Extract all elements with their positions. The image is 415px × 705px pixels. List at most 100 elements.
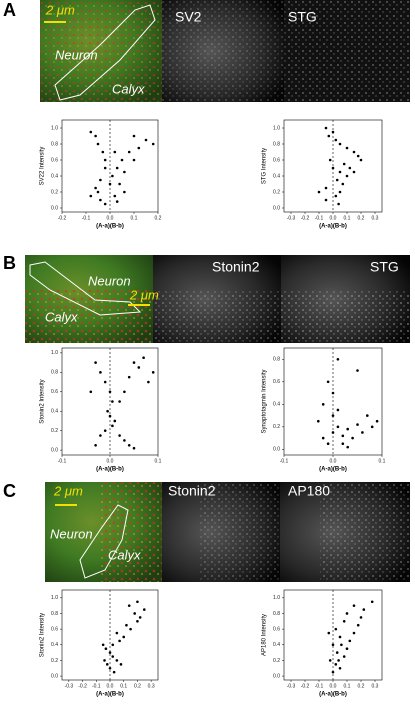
x-tick-label: -0.2: [58, 215, 67, 221]
y-tick-label: 0.2: [51, 658, 58, 664]
point: [356, 154, 360, 158]
y-tick-label: 1.0: [51, 595, 58, 601]
y-tick-label: 0.2: [273, 424, 280, 430]
point: [331, 391, 335, 395]
scale-label: 2 μm: [129, 287, 159, 302]
point: [361, 431, 364, 434]
y-axis-label: Stonin2 Intensity: [40, 613, 46, 657]
x-tick-label: 0.1: [155, 458, 162, 464]
x-tick-label: 0.0: [330, 458, 337, 464]
x-tick-label: -0.1: [58, 458, 67, 464]
x-tick-label: -0.1: [280, 458, 289, 464]
y-tick-label: 0.6: [51, 157, 58, 163]
point: [338, 190, 342, 194]
point: [375, 419, 379, 423]
y-tick-label: 0.8: [51, 141, 58, 147]
point: [103, 429, 107, 432]
y-tick-label: 1.0: [51, 350, 58, 356]
x-tick-label: -0.2: [78, 683, 87, 689]
point: [94, 361, 97, 364]
calyx-outline: [79, 504, 129, 579]
y-tick-label: 0.4: [273, 642, 280, 648]
point: [331, 166, 335, 170]
scale-label: 2 μm: [53, 483, 83, 498]
point: [331, 130, 335, 134]
x-tick-label: 0.0: [107, 458, 114, 464]
x-tick-label: -0.3: [65, 683, 74, 689]
point: [348, 166, 352, 170]
point: [331, 414, 335, 417]
point: [336, 425, 340, 429]
point: [123, 170, 126, 174]
scale-label: 2 μm: [45, 2, 75, 17]
point: [345, 146, 349, 150]
point: [151, 142, 155, 146]
point: [108, 390, 112, 394]
y-tick-label: 1.0: [273, 125, 280, 131]
y-tick-label: 0.6: [273, 379, 280, 385]
point: [147, 380, 150, 384]
x-tick-label: 0.1: [120, 683, 127, 689]
point: [96, 142, 100, 146]
point: [341, 182, 345, 186]
point: [348, 639, 352, 643]
x-tick-label: -0.1: [315, 215, 324, 221]
point: [328, 158, 332, 162]
point: [337, 659, 340, 662]
channel-label: SV2: [175, 9, 202, 25]
panel-letter: C: [3, 481, 16, 501]
point: [342, 620, 346, 623]
channel-label: AP180: [288, 483, 330, 499]
calyx-label: Calyx: [108, 547, 141, 562]
point: [89, 130, 93, 134]
point: [345, 647, 349, 650]
point: [118, 182, 121, 186]
merge-speckle: [100, 482, 162, 582]
x-tick-label: 0.2: [155, 215, 162, 221]
x-tick-label: 0.3: [372, 683, 379, 689]
point: [331, 643, 335, 647]
y-tick-label: 1.0: [273, 595, 280, 601]
channel-speckle: [153, 290, 281, 343]
point: [142, 608, 146, 611]
point: [103, 166, 107, 170]
point: [352, 604, 356, 607]
point: [317, 419, 320, 423]
x-tick-label: -0.1: [315, 683, 324, 689]
point: [122, 635, 126, 639]
point: [138, 616, 142, 619]
point: [324, 186, 328, 190]
point: [103, 202, 107, 206]
point: [132, 158, 136, 162]
point: [118, 400, 121, 403]
y-tick-label: 0.4: [273, 173, 280, 179]
point: [326, 442, 330, 446]
point: [111, 174, 114, 178]
neuron-label: Neuron: [88, 273, 131, 288]
x-axis-label: (A-a)(B-b): [96, 224, 124, 230]
point: [94, 186, 97, 190]
y-tick-label: 0.2: [51, 428, 58, 434]
point: [341, 442, 345, 446]
x-axis-label: (A-a)(B-b): [319, 224, 347, 230]
point: [123, 190, 126, 194]
x-tick-label: -0.3: [287, 215, 296, 221]
channel-speckle: [320, 482, 410, 582]
y-tick-label: 0.0: [273, 205, 280, 211]
x-axis-label: (A-a)(B-b): [96, 692, 124, 698]
point: [120, 158, 124, 162]
y-tick-label: 0.0: [273, 447, 280, 453]
y-axis-label: Stonin2 Intensity: [40, 379, 46, 423]
y-tick-label: 0.6: [51, 389, 58, 395]
point: [327, 134, 331, 138]
point: [334, 194, 338, 198]
y-tick-label: 0.0: [51, 205, 58, 211]
y-tick-label: 0.8: [273, 357, 280, 363]
point: [362, 608, 366, 611]
point: [359, 616, 363, 619]
panel-letter: A: [3, 0, 16, 20]
point: [108, 182, 112, 186]
point: [113, 419, 117, 423]
point: [345, 174, 349, 178]
